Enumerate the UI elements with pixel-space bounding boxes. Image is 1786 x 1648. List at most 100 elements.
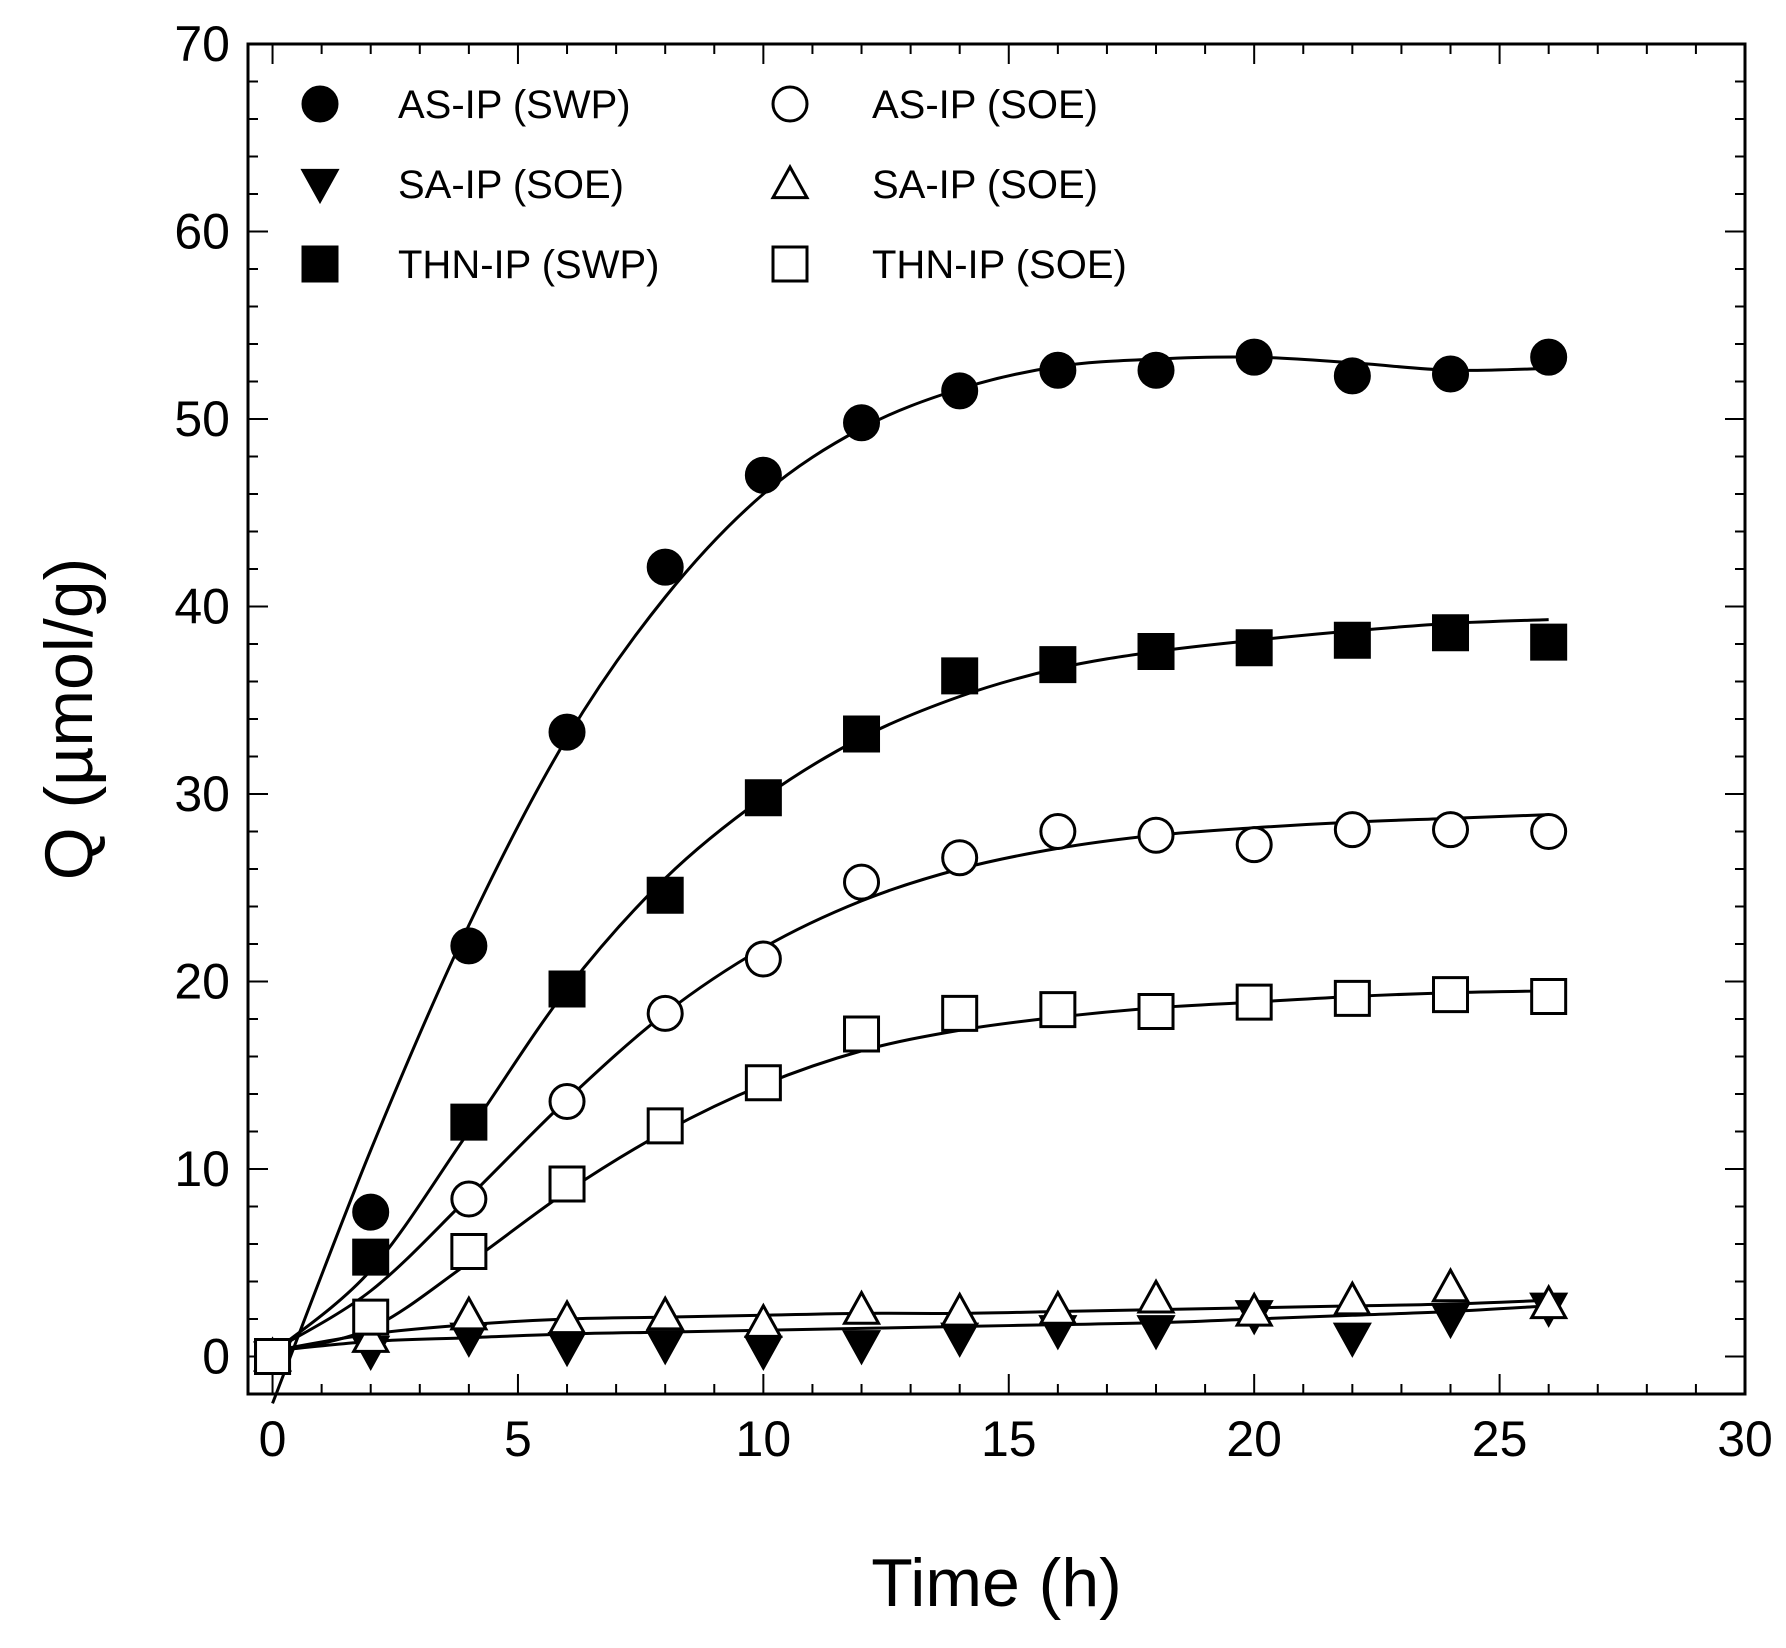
point-thn-ip-swp-2 xyxy=(744,779,782,817)
point-as-ip-swp-0 xyxy=(843,404,881,442)
point-sa-ip-soe-1 xyxy=(743,1335,783,1371)
legend-entry: THN-IP (SWP) xyxy=(301,243,659,287)
point-sa-ip-soe-1 xyxy=(841,1330,882,1366)
point-as-ip-swp-0 xyxy=(1039,351,1077,389)
legend-marker xyxy=(771,85,809,123)
point-thn-ip-soe-5 xyxy=(254,1338,292,1375)
y-tick-label: 60 xyxy=(174,204,230,260)
point-sa-ip-soe-4 xyxy=(1234,1291,1274,1327)
point-sa-ip-soe-4 xyxy=(1038,1289,1078,1325)
legend-label: AS-IP (SWP) xyxy=(398,83,631,127)
point-thn-ip-swp-2 xyxy=(941,657,979,695)
point-as-ip-soe-3 xyxy=(1039,813,1077,850)
point-sa-ip-soe-1 xyxy=(1430,1303,1471,1340)
point-sa-ip-soe-4 xyxy=(1529,1283,1569,1320)
point-as-ip-soe-3 xyxy=(1333,811,1371,849)
y-axis-title: Q (µmol/g) xyxy=(31,558,107,881)
point-thn-ip-soe-5 xyxy=(548,1165,586,1203)
point-sa-ip-soe-4 xyxy=(1430,1267,1471,1303)
point-thn-ip-swp-2 xyxy=(1530,623,1568,661)
y-tick-label: 0 xyxy=(202,1329,230,1385)
data-points xyxy=(252,338,1569,1377)
point-thn-ip-soe-5 xyxy=(646,1107,684,1145)
point-as-ip-swp-0 xyxy=(1530,338,1568,376)
point-sa-ip-soe-4 xyxy=(1136,1278,1176,1314)
y-tick-label: 30 xyxy=(174,766,230,822)
legend: AS-IP (SWP) AS-IP (SOE) SA-IP (SOE) SA-IP (… xyxy=(300,83,1127,287)
x-tick-label: 0 xyxy=(259,1411,287,1467)
x-tick-label: 25 xyxy=(1472,1411,1528,1467)
legend-marker xyxy=(771,245,809,283)
point-sa-ip-soe-4 xyxy=(940,1291,980,1327)
point-sa-ip-soe-1 xyxy=(547,1332,587,1368)
point-as-ip-swp-0 xyxy=(646,548,684,586)
point-thn-ip-swp-2 xyxy=(1137,633,1175,670)
point-sa-ip-soe-1 xyxy=(645,1330,685,1366)
legend-label: SA-IP (SOE) xyxy=(872,163,1098,207)
point-thn-ip-swp-2 xyxy=(1333,621,1371,659)
y-tick-label: 10 xyxy=(174,1141,230,1197)
legend-label: AS-IP (SOE) xyxy=(872,83,1098,127)
point-sa-ip-soe-4 xyxy=(1332,1280,1372,1316)
point-thn-ip-soe-5 xyxy=(352,1298,390,1336)
point-as-ip-soe-3 xyxy=(646,994,684,1032)
point-thn-ip-soe-5 xyxy=(450,1233,488,1270)
plot-frame xyxy=(246,42,1747,1396)
x-tick-label: 20 xyxy=(1226,1411,1282,1467)
point-sa-ip-soe-4 xyxy=(841,1289,882,1325)
point-sa-ip-soe-4 xyxy=(449,1295,489,1331)
point-as-ip-soe-3 xyxy=(1530,813,1568,850)
point-sa-ip-soe-1 xyxy=(940,1322,980,1358)
point-as-ip-soe-3 xyxy=(450,1180,488,1218)
legend-entry: AS-IP (SOE) xyxy=(771,83,1098,127)
legend-entry: AS-IP (SWP) xyxy=(301,83,631,127)
legend-entry: SA-IP (SOE) xyxy=(300,163,624,207)
point-sa-ip-soe-4 xyxy=(547,1298,587,1335)
point-as-ip-soe-3 xyxy=(941,839,979,877)
legend-label: THN-IP (SOE) xyxy=(872,243,1127,287)
point-sa-ip-soe-1 xyxy=(1136,1315,1176,1351)
point-thn-ip-soe-5 xyxy=(1432,976,1470,1014)
point-as-ip-soe-3 xyxy=(1137,816,1175,854)
legend-marker xyxy=(301,245,339,283)
tick-labels: 0 5 10 15 20 25 30 0 10 20 30 40 50 60 70 xyxy=(174,16,1772,1467)
point-thn-ip-swp-2 xyxy=(1432,614,1470,652)
point-thn-ip-soe-5 xyxy=(843,1015,881,1053)
point-thn-ip-swp-2 xyxy=(646,876,684,914)
y-tick-label: 70 xyxy=(174,16,230,72)
point-thn-ip-soe-5 xyxy=(941,994,979,1032)
point-thn-ip-soe-5 xyxy=(1039,991,1077,1029)
y-tick-label: 20 xyxy=(174,954,230,1010)
point-thn-ip-soe-5 xyxy=(1530,978,1568,1015)
point-as-ip-swp-0 xyxy=(744,456,782,494)
legend-label: SA-IP (SOE) xyxy=(398,163,624,207)
legend-marker xyxy=(301,85,339,123)
point-as-ip-soe-3 xyxy=(548,1083,586,1120)
x-tick-label: 5 xyxy=(504,1411,532,1467)
point-as-ip-soe-3 xyxy=(1432,811,1470,849)
x-tick-label: 10 xyxy=(736,1411,792,1467)
point-as-ip-swp-0 xyxy=(1137,351,1175,389)
point-sa-ip-soe-4 xyxy=(351,1317,391,1353)
point-as-ip-swp-0 xyxy=(1432,355,1470,393)
point-as-ip-swp-0 xyxy=(548,713,586,751)
point-thn-ip-soe-5 xyxy=(1137,993,1175,1030)
legend-marker xyxy=(770,163,810,200)
point-as-ip-swp-0 xyxy=(1333,357,1371,395)
point-sa-ip-soe-4 xyxy=(743,1302,783,1338)
point-thn-ip-soe-5 xyxy=(1333,979,1371,1017)
y-tick-label: 40 xyxy=(174,579,230,635)
point-as-ip-swp-0 xyxy=(352,1193,390,1231)
legend-entry: THN-IP (SOE) xyxy=(771,243,1127,287)
fit-curve-as-ip-soe-3 xyxy=(271,813,1549,1353)
point-thn-ip-swp-2 xyxy=(450,1103,488,1141)
point-as-ip-soe-3 xyxy=(1235,826,1273,864)
x-tick-label: 30 xyxy=(1717,1411,1773,1467)
x-tick-label: 15 xyxy=(981,1411,1037,1467)
fit-curve-as-ip-swp-0 xyxy=(271,355,1549,1404)
point-as-ip-swp-0 xyxy=(941,372,979,410)
legend-entry: SA-IP (SOE) xyxy=(770,163,1098,207)
point-thn-ip-swp-2 xyxy=(1235,629,1273,667)
point-as-ip-soe-3 xyxy=(744,940,782,978)
